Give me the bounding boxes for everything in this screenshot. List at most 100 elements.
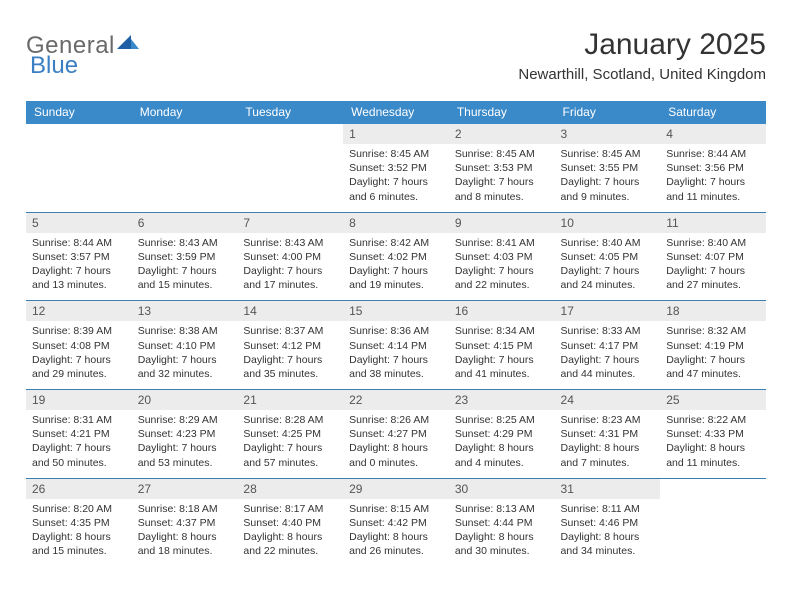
day-header-row: Sunday Monday Tuesday Wednesday Thursday… [26,101,766,124]
day-info: Sunrise: 8:17 AMSunset: 4:40 PMDaylight:… [243,502,337,559]
day-cell: 1Sunrise: 8:45 AMSunset: 3:52 PMDaylight… [343,124,449,212]
calendar-body: 1Sunrise: 8:45 AMSunset: 3:52 PMDaylight… [26,124,766,566]
day-cell: 31Sunrise: 8:11 AMSunset: 4:46 PMDayligh… [555,478,661,566]
day-daylight1: Daylight: 7 hours [138,353,232,367]
day-info: Sunrise: 8:44 AMSunset: 3:56 PMDaylight:… [666,147,760,204]
day-daylight2: and 57 minutes. [243,456,337,470]
day-sunset: Sunset: 4:02 PM [349,250,443,264]
day-sunset: Sunset: 4:46 PM [561,516,655,530]
day-sunrise: Sunrise: 8:20 AM [32,502,126,516]
day-info: Sunrise: 8:41 AMSunset: 4:03 PMDaylight:… [455,236,549,293]
day-cell: 9 Sunrise: 8:41 AMSunset: 4:03 PMDaylight… [449,212,555,301]
day-sunset: Sunset: 4:33 PM [666,427,760,441]
day-cell: 8Sunrise: 8:42 AMSunset: 4:02 PMDaylight… [343,212,449,301]
day-sunrise: Sunrise: 8:37 AM [243,324,337,338]
day-sunrise: Sunrise: 8:13 AM [455,502,549,516]
day-sunset: Sunset: 4:14 PM [349,339,443,353]
day-cell: 2Sunrise: 8:45 AMSunset: 3:53 PMDaylight… [449,124,555,212]
day-info: Sunrise: 8:34 AMSunset: 4:15 PMDaylight:… [455,324,549,381]
day-daylight2: and 27 minutes. [666,278,760,292]
day-daylight1: Daylight: 7 hours [138,264,232,278]
day-cell: 23Sunrise: 8:25 AMSunset: 4:29 PMDayligh… [449,390,555,479]
day-number: 11 [660,213,766,233]
day-info: Sunrise: 8:18 AMSunset: 4:37 PMDaylight:… [138,502,232,559]
day-sunset: Sunset: 4:23 PM [138,427,232,441]
day-cell: 20Sunrise: 8:29 AMSunset: 4:23 PMDayligh… [132,390,238,479]
day-info: Sunrise: 8:45 AMSunset: 3:52 PMDaylight:… [349,147,443,204]
day-sunrise: Sunrise: 8:25 AM [455,413,549,427]
day-daylight2: and 44 minutes. [561,367,655,381]
day-sunrise: Sunrise: 8:34 AM [455,324,549,338]
day-daylight1: Daylight: 7 hours [243,264,337,278]
day-number: 21 [237,390,343,410]
day-sunset: Sunset: 4:35 PM [32,516,126,530]
day-sunrise: Sunrise: 8:17 AM [243,502,337,516]
day-sunset: Sunset: 4:44 PM [455,516,549,530]
day-info: Sunrise: 8:40 AMSunset: 4:07 PMDaylight:… [666,236,760,293]
day-daylight1: Daylight: 7 hours [666,175,760,189]
day-daylight1: Daylight: 7 hours [349,264,443,278]
day-cell: 29Sunrise: 8:15 AMSunset: 4:42 PMDayligh… [343,478,449,566]
day-info: Sunrise: 8:29 AMSunset: 4:23 PMDaylight:… [138,413,232,470]
day-number: 27 [132,479,238,499]
day-sunrise: Sunrise: 8:39 AM [32,324,126,338]
dayhead-sat: Saturday [660,101,766,124]
day-number: 24 [555,390,661,410]
day-number: 30 [449,479,555,499]
day-daylight1: Daylight: 8 hours [138,530,232,544]
day-daylight1: Daylight: 8 hours [455,530,549,544]
day-daylight2: and 8 minutes. [455,190,549,204]
brand-mark-icon [117,28,139,56]
day-number: 23 [449,390,555,410]
day-daylight1: Daylight: 7 hours [666,264,760,278]
day-daylight1: Daylight: 8 hours [349,441,443,455]
day-cell [660,478,766,566]
day-info: Sunrise: 8:43 AMSunset: 4:00 PMDaylight:… [243,236,337,293]
day-cell: 19Sunrise: 8:31 AMSunset: 4:21 PMDayligh… [26,390,132,479]
day-sunset: Sunset: 4:03 PM [455,250,549,264]
day-sunrise: Sunrise: 8:40 AM [666,236,760,250]
day-number: 4 [660,124,766,144]
day-daylight1: Daylight: 7 hours [455,175,549,189]
day-daylight1: Daylight: 7 hours [666,353,760,367]
day-sunrise: Sunrise: 8:33 AM [561,324,655,338]
day-number: 26 [26,479,132,499]
day-sunset: Sunset: 4:31 PM [561,427,655,441]
day-sunrise: Sunrise: 8:40 AM [561,236,655,250]
day-daylight1: Daylight: 7 hours [32,353,126,367]
day-number: 25 [660,390,766,410]
day-daylight1: Daylight: 7 hours [349,353,443,367]
day-daylight1: Daylight: 8 hours [349,530,443,544]
day-number: 9 [449,213,555,233]
page-title: January 2025 [518,28,766,62]
day-info: Sunrise: 8:33 AMSunset: 4:17 PMDaylight:… [561,324,655,381]
day-cell: 3Sunrise: 8:45 AMSunset: 3:55 PMDaylight… [555,124,661,212]
day-sunset: Sunset: 4:37 PM [138,516,232,530]
page-header: General January 2025 Newarthill, Scotlan… [26,28,766,83]
day-sunrise: Sunrise: 8:29 AM [138,413,232,427]
day-daylight2: and 41 minutes. [455,367,549,381]
day-sunset: Sunset: 4:08 PM [32,339,126,353]
day-cell: 6Sunrise: 8:43 AMSunset: 3:59 PMDaylight… [132,212,238,301]
day-daylight2: and 18 minutes. [138,544,232,558]
day-sunrise: Sunrise: 8:18 AM [138,502,232,516]
day-number: 2 [449,124,555,144]
day-sunrise: Sunrise: 8:45 AM [561,147,655,161]
day-sunset: Sunset: 4:27 PM [349,427,443,441]
dayhead-thu: Thursday [449,101,555,124]
day-cell: 16Sunrise: 8:34 AMSunset: 4:15 PMDayligh… [449,301,555,390]
day-sunrise: Sunrise: 8:36 AM [349,324,443,338]
day-sunrise: Sunrise: 8:44 AM [666,147,760,161]
day-sunrise: Sunrise: 8:11 AM [561,502,655,516]
day-daylight1: Daylight: 8 hours [561,441,655,455]
day-daylight1: Daylight: 8 hours [32,530,126,544]
day-info: Sunrise: 8:23 AMSunset: 4:31 PMDaylight:… [561,413,655,470]
title-block: January 2025 Newarthill, Scotland, Unite… [518,28,766,83]
day-info: Sunrise: 8:38 AMSunset: 4:10 PMDaylight:… [138,324,232,381]
day-number: 19 [26,390,132,410]
day-daylight2: and 4 minutes. [455,456,549,470]
day-daylight1: Daylight: 7 hours [243,353,337,367]
day-daylight1: Daylight: 8 hours [243,530,337,544]
day-sunset: Sunset: 3:53 PM [455,161,549,175]
day-cell: 27 Sunrise: 8:18 AMSunset: 4:37 PMDayligh… [132,478,238,566]
